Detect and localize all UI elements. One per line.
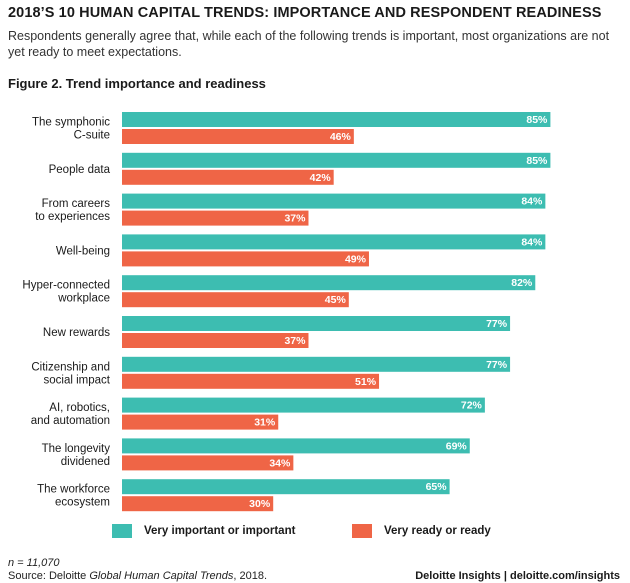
data-label: 65% (426, 481, 448, 493)
data-label: 84% (521, 196, 543, 208)
bar-readiness (122, 414, 279, 430)
data-label: 72% (461, 400, 483, 412)
legend-item-important: Very important or important (112, 524, 295, 538)
legend-label-ready: Very ready or ready (384, 525, 491, 537)
category-label: People data (49, 164, 111, 176)
figure-title: Figure 2. Trend importance and readiness (8, 76, 266, 91)
sample-size-note: n = 11,070 (8, 557, 59, 569)
bar-importance (122, 397, 485, 413)
bar-importance (122, 479, 450, 495)
data-label: 34% (269, 457, 291, 469)
legend-swatch-important (112, 524, 132, 538)
bar-importance (122, 234, 546, 250)
data-label: 77% (486, 318, 508, 330)
bar-importance (122, 112, 551, 127)
bar-readiness (122, 210, 309, 226)
data-label: 30% (249, 498, 271, 510)
data-label: 51% (355, 376, 377, 388)
category-label: The longevity dividened (42, 443, 111, 468)
data-label: 42% (310, 172, 332, 184)
data-label: 77% (486, 359, 508, 371)
chart-legend: Very important or important Very ready o… (112, 524, 612, 542)
legend-item-ready: Very ready or ready (352, 524, 491, 538)
data-label: 85% (526, 114, 548, 126)
bar-readiness (122, 333, 309, 348)
bar-readiness (122, 169, 334, 185)
bar-importance (122, 356, 511, 372)
data-label: 82% (511, 277, 533, 289)
bar-readiness (122, 251, 369, 267)
bar-importance (122, 152, 551, 168)
category-label: The workforce ecosystem (37, 484, 110, 509)
bar-importance (122, 193, 546, 209)
legend-label-important: Very important or important (144, 525, 296, 537)
category-label: AI, robotics, and automation (31, 402, 110, 427)
bar-readiness (122, 455, 294, 471)
category-label: From careers to experiences (35, 198, 110, 223)
bar-importance (122, 275, 536, 291)
bar-readiness (122, 129, 354, 144)
sample-size-text: n = 11,070 (8, 557, 60, 569)
data-label: 84% (521, 236, 543, 248)
bar-readiness (122, 373, 380, 389)
data-label: 31% (254, 417, 276, 429)
source-prefix: Source: Deloitte (8, 570, 90, 582)
source-suffix: , 2018. (233, 570, 268, 582)
category-label: New rewards (43, 327, 110, 339)
bar-readiness (122, 496, 274, 512)
bar-importance (122, 316, 511, 331)
page-subtitle: Respondents generally agree that, while … (8, 29, 610, 59)
category-label: Well-being (56, 245, 110, 257)
page-title: 2018’S 10 HUMAN CAPITAL TRENDS: IMPORTAN… (8, 5, 602, 21)
data-label: 46% (330, 131, 352, 143)
source-note: Source: Deloitte Global Human Capital Tr… (8, 570, 267, 582)
source-title: Global Human Capital Trends (89, 570, 234, 582)
bar-chart: The symphonic C-suite 85% 46% People data 85%… (22, 112, 551, 512)
category-label: Citizenship and social impact (31, 361, 110, 386)
category-label: Hyper-connected workplace (22, 280, 110, 305)
data-label: 37% (284, 335, 306, 347)
category-label: The symphonic C-suite (32, 117, 110, 142)
bar-readiness (122, 292, 349, 308)
data-label: 49% (345, 253, 367, 265)
data-label: 85% (526, 155, 548, 167)
bar-importance (122, 438, 470, 454)
data-label: 37% (284, 213, 306, 225)
brand-credit: Deloitte Insights | deloitte.com/insight… (415, 570, 620, 582)
legend-swatch-ready (352, 524, 372, 538)
data-label: 45% (325, 294, 347, 306)
header: 2018’S 10 HUMAN CAPITAL TRENDS: IMPORTAN… (8, 4, 620, 60)
data-label: 69% (446, 440, 468, 452)
